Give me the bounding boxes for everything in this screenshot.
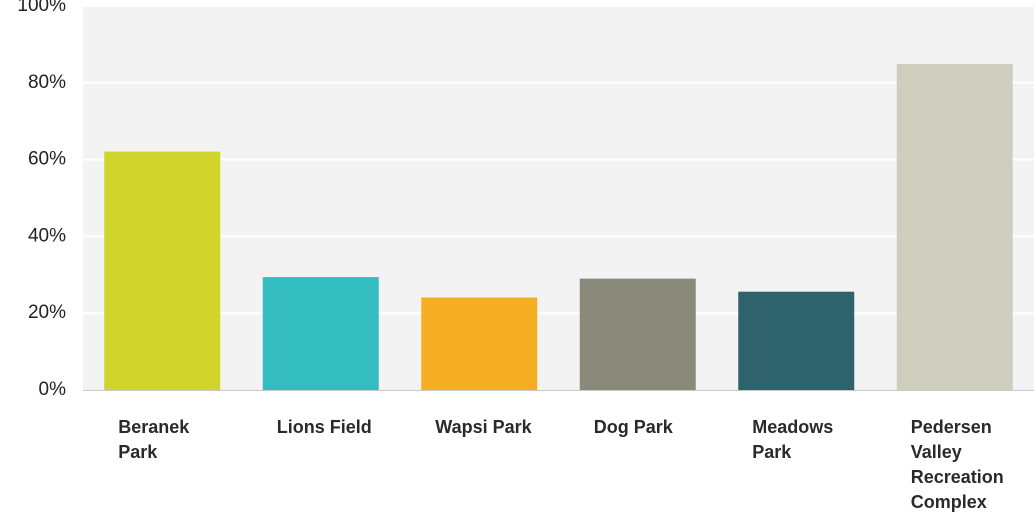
category-label: Park xyxy=(118,442,158,462)
category-label: Complex xyxy=(911,492,987,512)
y-tick-label: 20% xyxy=(28,302,66,323)
category-label: Meadows xyxy=(752,417,833,437)
y-tick-label: 100% xyxy=(17,0,66,16)
category-label: Wapsi Park xyxy=(435,417,532,437)
y-axis-ticks: 0% 20% 40% 60% 80% 100% xyxy=(17,0,66,400)
y-tick-label: 40% xyxy=(28,225,66,246)
category-label: Lions Field xyxy=(277,417,372,437)
gridlines xyxy=(83,5,1034,315)
category-label: Recreation xyxy=(911,467,1004,487)
plot-area xyxy=(83,6,1034,390)
y-tick-label: 80% xyxy=(28,72,66,93)
bar xyxy=(738,291,855,390)
category-label: Valley xyxy=(911,442,962,462)
y-tick-label: 0% xyxy=(39,379,67,400)
bar xyxy=(896,63,1013,390)
bar xyxy=(262,277,379,390)
category-label: Park xyxy=(752,442,792,462)
bar xyxy=(104,151,221,390)
category-labels: Beranek Park Lions Field Wapsi Park Dog Park… xyxy=(118,417,1004,512)
bars xyxy=(104,63,1013,390)
bar xyxy=(421,297,538,390)
category-label: Pedersen xyxy=(911,417,992,437)
category-label: Beranek xyxy=(118,417,190,437)
category-label: Dog Park xyxy=(594,417,674,437)
bar xyxy=(579,278,696,390)
y-tick-label: 60% xyxy=(28,149,66,170)
